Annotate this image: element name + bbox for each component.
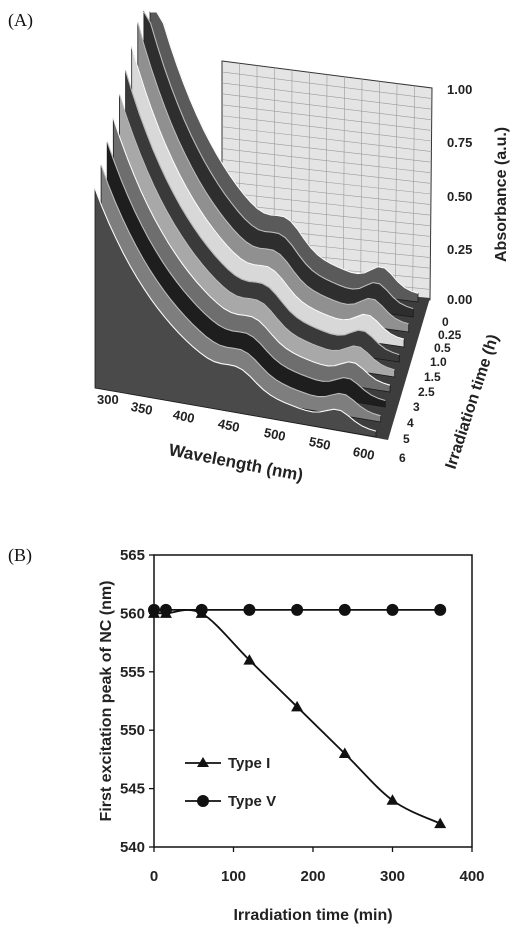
a-x-tick: 500	[263, 425, 287, 444]
wall-grid-line	[221, 192, 431, 216]
panel-b: (B) 540 545 550 555 560 565 0 100 200 300 400 Firs…	[8, 545, 485, 924]
legend-triangle-marker	[197, 757, 209, 767]
spectrum-edge	[143, 11, 414, 310]
wall-grid-line	[221, 82, 432, 110]
legend-circle-marker	[197, 795, 209, 807]
spectrum-edge	[112, 118, 391, 386]
a-y-axis-title: Absorbance (a.u.)	[493, 127, 510, 262]
b-y-axis-title: First excitation peak of NC (nm)	[98, 581, 115, 822]
wall-grid-line	[221, 126, 432, 152]
a-y-tick: 0.75	[447, 135, 472, 150]
a-y-tick: 0.50	[447, 189, 472, 204]
wall-grid-line	[221, 104, 432, 131]
wall-grid-line	[221, 148, 432, 174]
panel-a-label: (A)	[8, 10, 33, 31]
wall-grid-line	[221, 115, 432, 142]
data-point-triangle	[338, 747, 351, 759]
b-x-tick-label: 200	[300, 868, 325, 885]
wall-grid-line	[221, 203, 431, 227]
spectrum-edge	[106, 141, 386, 402]
b-y-tick-label: 545	[120, 781, 145, 798]
b-y-tick-label: 550	[120, 722, 145, 739]
wall-grid-line	[221, 93, 432, 121]
a-z-tick: 6	[399, 451, 406, 465]
spectrum-edge	[131, 46, 405, 340]
legend-item-type-i: Type I	[185, 755, 270, 772]
a-z-tick: 1.0	[430, 355, 447, 369]
a-y-tick: 0.25	[447, 242, 472, 257]
a-z-tick: 5	[403, 432, 410, 446]
b-x-tick-label: 400	[459, 868, 484, 885]
panel-b-label: (B)	[8, 545, 32, 566]
legend: Type I Type V	[185, 755, 276, 810]
data-point-circle	[159, 603, 172, 616]
legend-label: Type I	[228, 755, 270, 772]
a-z-tick: 0	[442, 315, 449, 329]
wall-grid-line	[221, 71, 432, 99]
a-x-tick: 400	[172, 407, 196, 426]
data-point-circle	[291, 603, 304, 616]
b-y-tick-label: 560	[120, 605, 145, 622]
b-x-tick-label: 300	[380, 868, 405, 885]
a-z-tick: 4	[407, 416, 414, 430]
data-point-circle	[434, 603, 447, 616]
a-z-tick: 1.5	[424, 370, 441, 384]
a-x-axis-title: Wavelength (nm)	[167, 440, 304, 485]
legend-label: Type V	[228, 793, 276, 810]
b-x-axis-title: Irradiation time (min)	[233, 907, 392, 924]
a-z-axis-title: Irradiation time (h)	[443, 332, 503, 471]
panel-b-axes: 540 545 550 555 560 565 0 100 200 300 400	[120, 547, 485, 885]
spectrum-edge	[100, 165, 381, 417]
a-z-tick: 3	[413, 400, 420, 414]
wall-grid-line	[221, 159, 432, 184]
wall-grid-line	[221, 181, 431, 205]
spectrum-edge	[150, 11, 419, 294]
b-x-tick-label: 100	[221, 868, 246, 885]
a-z-tick: 0.25	[438, 328, 462, 342]
legend-item-type-v: Type V	[185, 793, 276, 810]
data-point-circle	[386, 603, 399, 616]
panel-b-series	[148, 603, 447, 829]
wall-grid-line	[221, 170, 432, 195]
data-point-triangle	[243, 654, 256, 665]
data-point-circle	[195, 603, 208, 616]
b-y-tick-label: 540	[120, 839, 145, 856]
panel-a: (A) 1.00 0.75 0.50 0.25 0.00 Absorbance …	[8, 10, 510, 485]
a-y-tick: 0.00	[447, 292, 472, 307]
a-z-tick: 2.5	[418, 385, 435, 399]
spectrum-edge	[125, 70, 400, 356]
data-point-circle	[338, 603, 351, 616]
b-y-tick-label: 555	[120, 664, 145, 681]
b-x-tick-label: 0	[150, 868, 158, 885]
a-x-tick: 450	[217, 416, 241, 435]
spectrum-edge	[94, 188, 377, 432]
a-y-tick: 1.00	[447, 82, 472, 97]
a-x-tick: 600	[352, 444, 376, 463]
b-y-tick-label: 565	[120, 547, 145, 564]
spectrum-edge	[118, 94, 395, 371]
data-point-circle	[148, 603, 160, 616]
data-point-triangle	[386, 794, 399, 805]
spectrum-edge	[137, 22, 409, 325]
wall-grid-line	[221, 137, 432, 163]
data-point-circle	[243, 603, 256, 616]
a-x-tick: 550	[308, 434, 332, 453]
a-z-tick: 0.5	[434, 341, 451, 355]
a-x-tick: 350	[130, 399, 154, 418]
data-point-triangle	[291, 700, 304, 712]
panel-a-series-ribbons	[94, 10, 419, 438]
a-x-tick: 300	[97, 392, 119, 407]
data-point-triangle	[434, 817, 447, 829]
